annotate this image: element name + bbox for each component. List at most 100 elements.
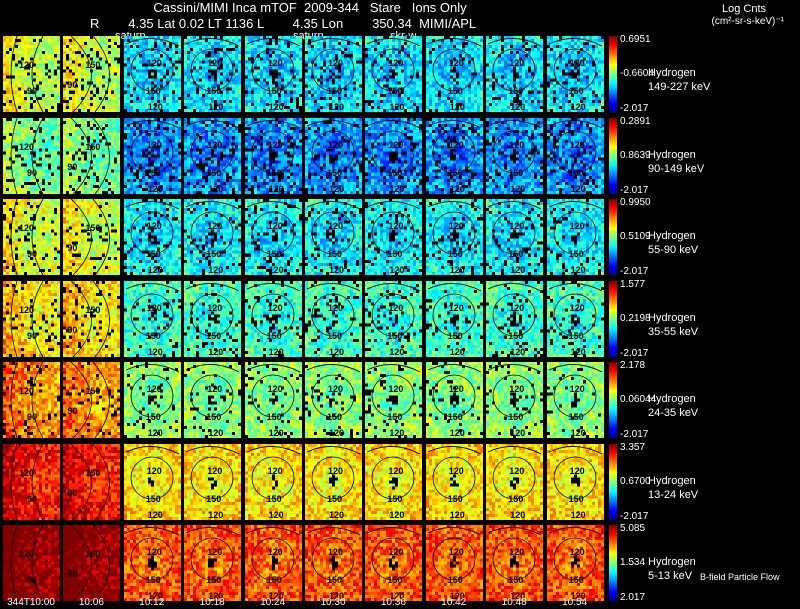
contour-line bbox=[492, 293, 536, 336]
contour-label: 120 bbox=[268, 591, 284, 601]
heatmap-panel: 120 150 120 bbox=[425, 362, 483, 438]
heatmap-pixels bbox=[3, 280, 60, 357]
colorbar-min: -2.017 bbox=[620, 510, 649, 522]
contour-label: 150 bbox=[447, 412, 463, 422]
channel-label: Hydrogen 5-13 keV bbox=[648, 555, 696, 583]
contour-line bbox=[31, 199, 44, 275]
contour-line bbox=[130, 130, 174, 173]
heatmap-panel: 120 150 120 bbox=[486, 525, 544, 601]
contour-overlay bbox=[306, 364, 361, 418]
energy-range: 13-24 keV bbox=[648, 488, 699, 501]
contour-line bbox=[71, 117, 93, 194]
heatmap-panel: 120 150 120 bbox=[305, 362, 362, 438]
contour-line bbox=[553, 456, 596, 499]
contour-line bbox=[130, 537, 174, 581]
heatmap-pixels bbox=[3, 199, 60, 275]
contour-line bbox=[492, 130, 536, 173]
colorbar-min: -2.017 bbox=[620, 347, 649, 359]
contour-label: 150 bbox=[508, 493, 524, 504]
contour-line bbox=[488, 201, 542, 210]
contour-label: 120 bbox=[208, 265, 224, 275]
contour-label: 150 bbox=[568, 575, 584, 585]
heatmap-panel: 120 150 120 bbox=[365, 199, 423, 275]
heatmap-panel: 120 90 bbox=[3, 443, 60, 520]
contour-label: 150 bbox=[387, 167, 403, 178]
contour-line bbox=[93, 443, 111, 520]
contour-label: 120 bbox=[388, 139, 404, 150]
contour-label: 150 bbox=[327, 167, 343, 178]
channel-label: Hydrogen 24-35 keV bbox=[648, 392, 698, 420]
heatmap-pixels bbox=[3, 443, 60, 520]
contour-label: 120 bbox=[570, 265, 586, 275]
contour-label: 150 bbox=[85, 141, 101, 152]
heatmap-panel: 120 150 120 bbox=[244, 443, 302, 520]
heatmap-panel: 120 150 120 bbox=[486, 199, 544, 275]
contour-label: 120 bbox=[570, 183, 586, 194]
contour-overlay bbox=[10, 199, 44, 275]
contour-label: 150 bbox=[327, 330, 343, 341]
contour-line bbox=[10, 117, 18, 194]
energy-range: 149-227 keV bbox=[648, 81, 711, 93]
contour-label: 120 bbox=[328, 384, 344, 394]
contour-overlay bbox=[125, 445, 179, 499]
contour-line bbox=[251, 48, 294, 92]
species-name: Hydrogen bbox=[648, 67, 696, 79]
heatmap-panel: 120 150 120 bbox=[244, 36, 302, 112]
heatmap-panel: 120 150 120 bbox=[123, 36, 181, 112]
contour-line bbox=[31, 280, 44, 357]
contour-label: 120 bbox=[146, 302, 162, 313]
energy-row: 120 90 150 90 120 150 120 120 150 120 120 150 120 120… bbox=[3, 525, 607, 603]
contour-line bbox=[492, 537, 536, 581]
time-tick-label: 10:18 bbox=[199, 597, 225, 608]
contour-line bbox=[311, 537, 355, 581]
contour-label: 150 bbox=[206, 575, 222, 585]
contour-line bbox=[186, 445, 240, 454]
heatmap-panel: 120 150 120 bbox=[123, 443, 181, 520]
contour-label: 90 bbox=[67, 487, 78, 498]
contour-label: 120 bbox=[329, 265, 345, 275]
contour-overlay bbox=[246, 38, 300, 92]
channel-label: Hydrogen 55-90 keV bbox=[648, 229, 698, 257]
heatmap-panel: 120 150 120 bbox=[546, 443, 604, 520]
contour-line bbox=[186, 282, 240, 291]
contour-line bbox=[246, 282, 300, 291]
energy-range: 55-90 keV bbox=[648, 244, 699, 256]
contour-overlay bbox=[306, 445, 361, 499]
colorbar-mid: 0.8639 bbox=[620, 149, 651, 161]
contour-label: 120 bbox=[510, 346, 526, 357]
contour-label: 120 bbox=[388, 384, 404, 394]
time-tick-label: 10:30 bbox=[320, 597, 346, 608]
heatmap-panel: 120 150 120 bbox=[425, 199, 483, 275]
contour-label: 120 bbox=[388, 547, 404, 557]
heatmap-panel: 120 90 bbox=[3, 36, 60, 112]
contour-label: 150 bbox=[447, 575, 463, 585]
contour-label: 120 bbox=[388, 465, 404, 476]
heatmap-panel: 120 150 120 bbox=[486, 443, 544, 520]
contour-label: 120 bbox=[268, 428, 284, 438]
contour-label: 150 bbox=[508, 575, 524, 585]
contour-line bbox=[553, 211, 596, 255]
contour-overlay bbox=[427, 119, 481, 173]
contour-label: 120 bbox=[147, 183, 163, 194]
legend-units: (cm²-sr-s-keV)⁻¹ bbox=[711, 16, 784, 27]
contour-label: 120 bbox=[329, 102, 345, 112]
channel-label: Hydrogen 35-55 keV bbox=[648, 311, 698, 339]
contour-line bbox=[367, 527, 421, 536]
contour-label: 150 bbox=[387, 493, 403, 504]
heatmap-panel: 120 150 120 bbox=[425, 443, 483, 520]
contour-label: 120 bbox=[509, 465, 525, 476]
contour-label: 120 bbox=[267, 139, 283, 150]
contour-line bbox=[553, 130, 596, 173]
contour-line bbox=[31, 36, 44, 112]
contour-label: 150 bbox=[508, 249, 524, 259]
contour-line bbox=[186, 201, 240, 210]
contour-line bbox=[432, 456, 476, 499]
contour-label: 90 bbox=[27, 493, 38, 504]
time-tick-label: 10:12 bbox=[139, 597, 165, 608]
heatmap-panel: 120 150 120 bbox=[244, 362, 302, 438]
contour-line bbox=[130, 293, 174, 336]
contour-line bbox=[553, 48, 596, 92]
contour-label: 120 bbox=[510, 428, 526, 438]
contour-line bbox=[553, 374, 596, 418]
contour-line bbox=[367, 119, 421, 128]
